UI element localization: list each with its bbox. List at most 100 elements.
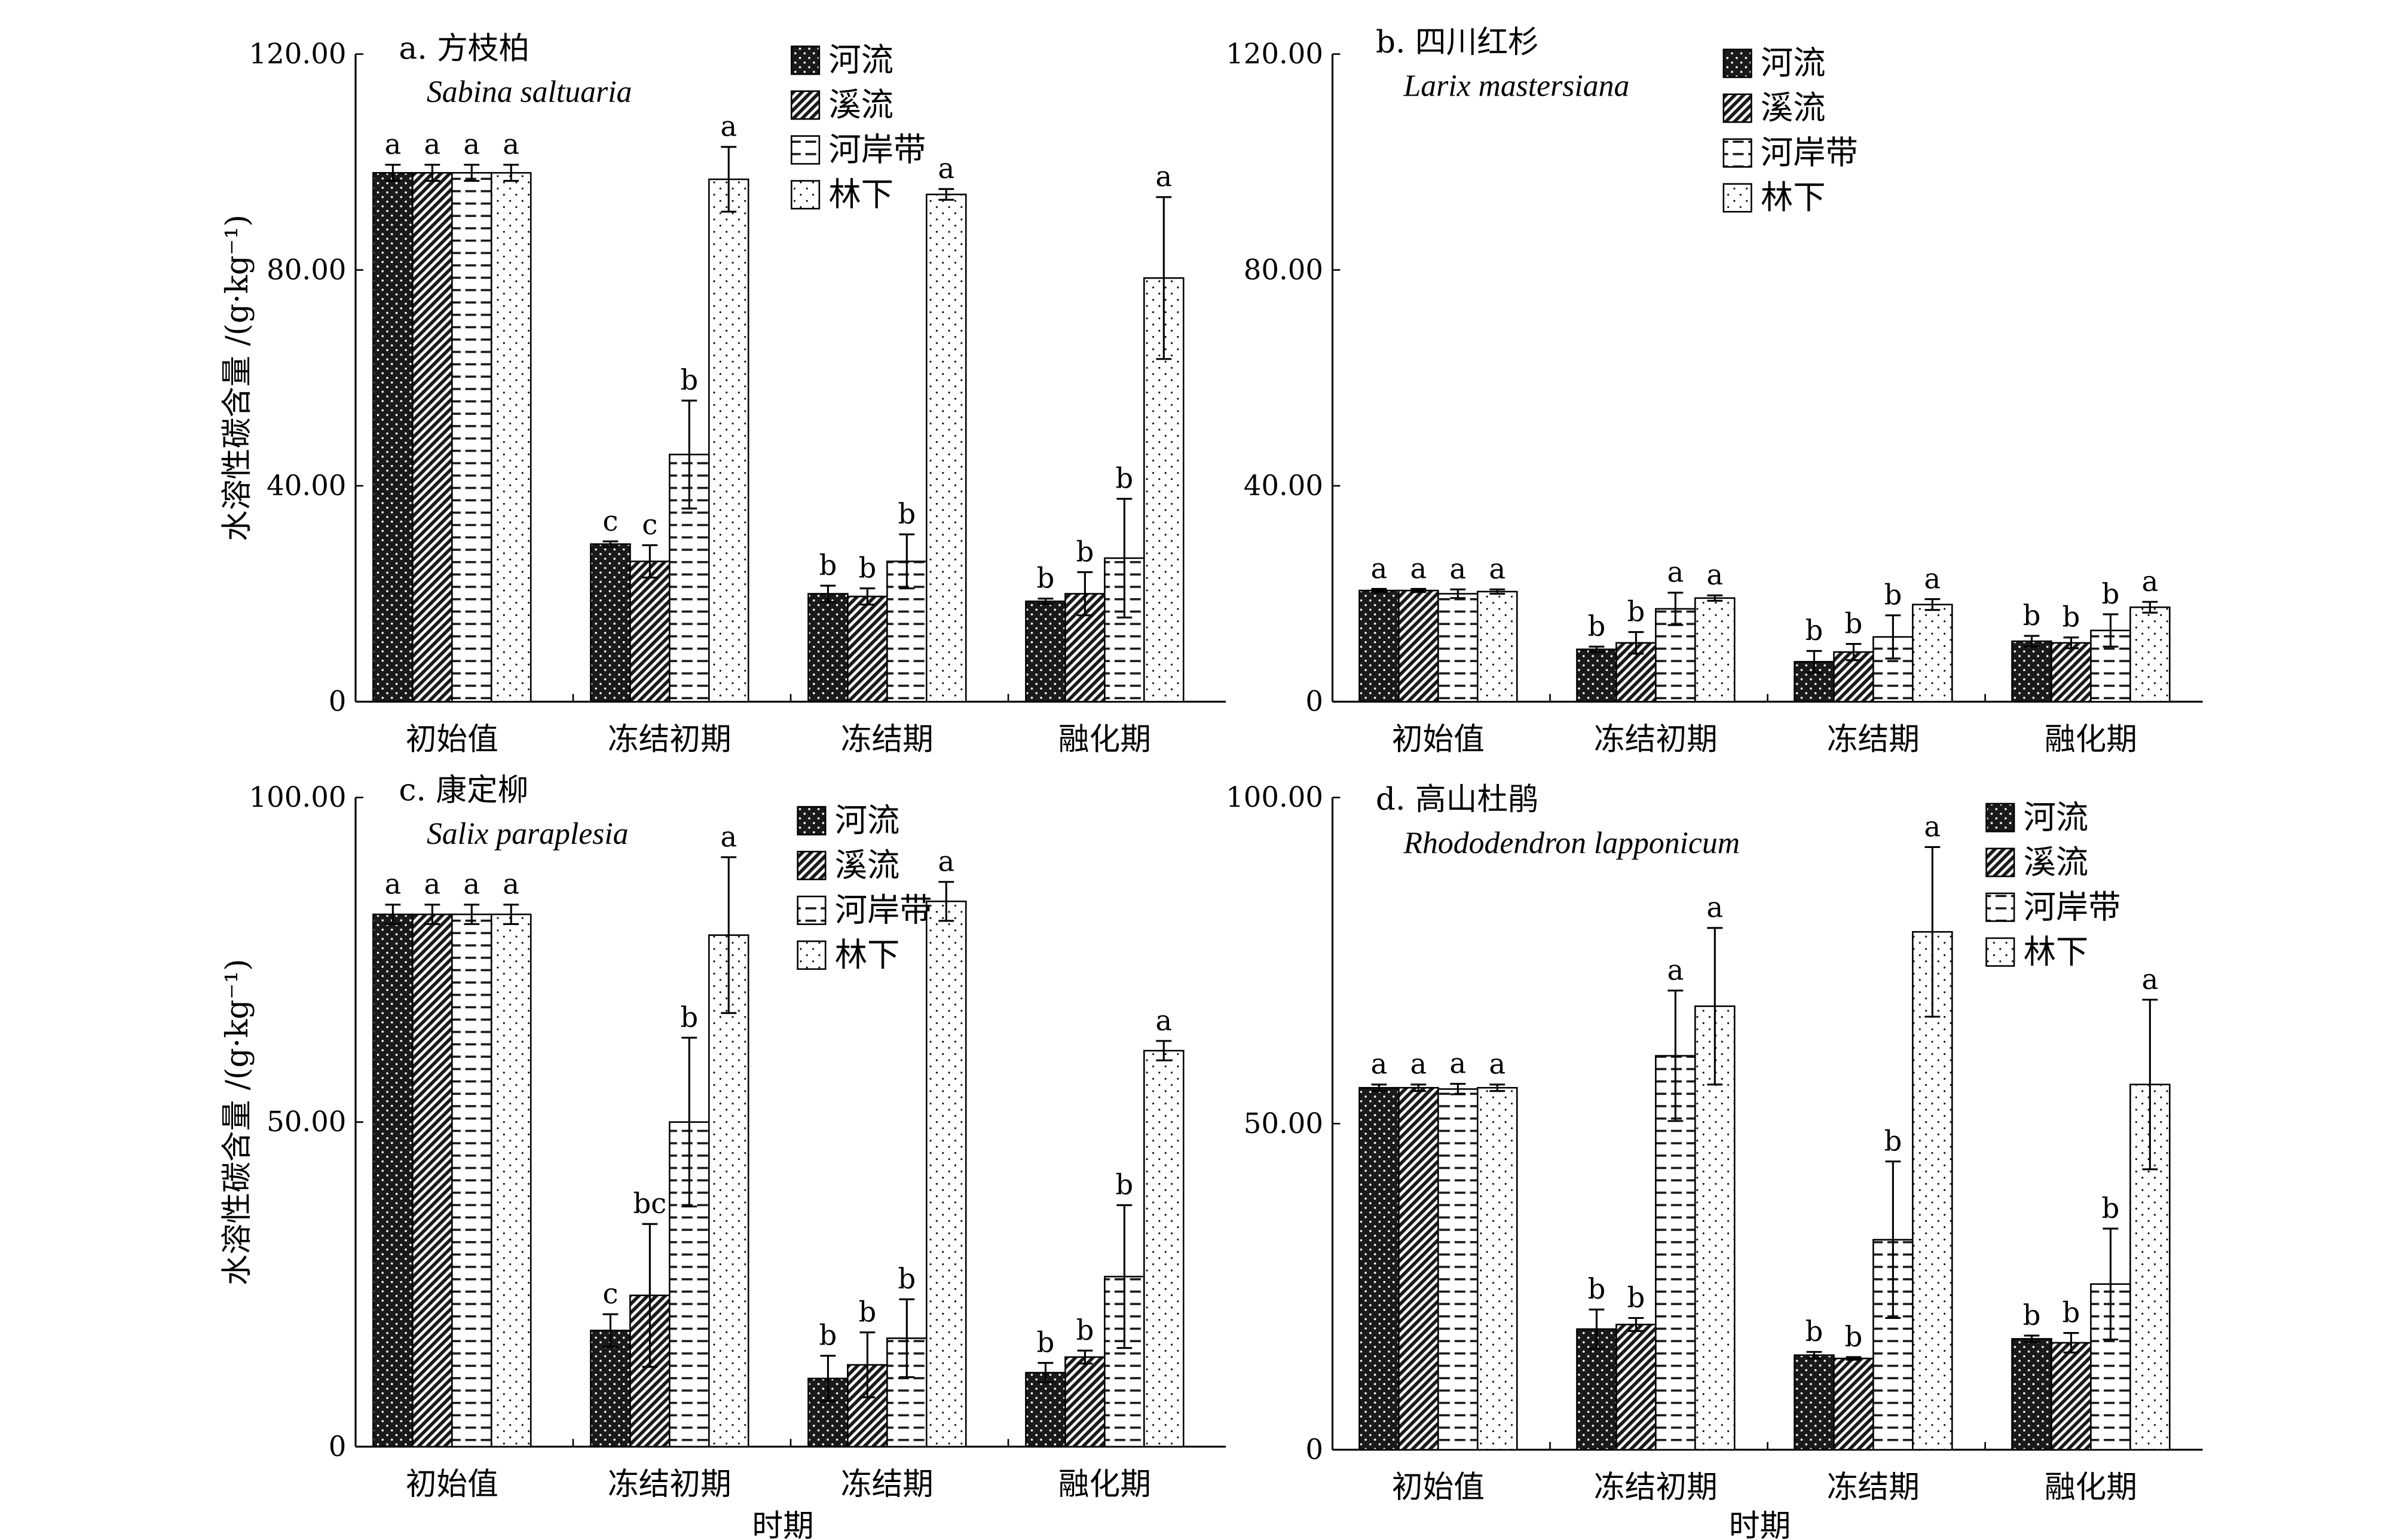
legend-label: 林下 — [828, 176, 893, 213]
significance-letter: b — [2101, 578, 2119, 610]
bar — [1025, 600, 1066, 703]
significance-letter: a — [1449, 553, 1466, 585]
legend-swatch — [797, 940, 827, 970]
significance-letter: b — [898, 1263, 916, 1295]
bar — [629, 561, 671, 703]
significance-letter: a — [1489, 553, 1505, 585]
bar — [451, 913, 492, 1448]
legend-label: 河岸带 — [1761, 134, 1858, 172]
legend-swatch — [1985, 937, 2015, 967]
significance-letter: a — [1155, 161, 1172, 193]
panel-title: c. 康定柳 — [399, 773, 528, 809]
significance-letter: a — [463, 128, 480, 161]
significance-letter: a — [1410, 552, 1427, 584]
significance-letter: a — [1924, 810, 1941, 843]
significance-letter: a — [1155, 1005, 1172, 1037]
y-tick-label: 120.00 — [249, 38, 347, 70]
panel-subtitle: Sabina saltuaria — [427, 75, 632, 109]
y-tick-label: 40.00 — [267, 469, 346, 501]
significance-letter: b — [1588, 1273, 1606, 1305]
bar — [1615, 1324, 1657, 1451]
significance-letter: b — [2023, 599, 2041, 632]
significance-letter: b — [2101, 1192, 2119, 1224]
bar — [490, 913, 532, 1448]
bar — [1358, 589, 1400, 703]
x-tick-label: 冻结期 — [1827, 1469, 1920, 1505]
significance-letter: b — [1884, 1125, 1902, 1157]
y-tick-label: 50.00 — [1244, 1107, 1323, 1140]
bar — [807, 593, 849, 703]
bar — [2011, 1338, 2052, 1451]
legend-swatch — [1985, 892, 2015, 922]
legend-label: 河岸带 — [835, 891, 932, 929]
x-tick-label: 初始值 — [406, 1466, 498, 1502]
significance-letter: a — [424, 868, 440, 901]
y-tick-label: 0 — [1305, 1433, 1323, 1465]
bar — [2129, 606, 2171, 703]
bar — [1398, 589, 1439, 703]
panel-title: b. 四川红杉 — [1376, 25, 1539, 60]
bar — [925, 194, 967, 703]
x-tick-label: 冻结初期 — [608, 721, 732, 757]
significance-letter: b — [2023, 1299, 2041, 1331]
legend-swatch — [791, 135, 821, 165]
y-tick-label: 100.00 — [1226, 781, 1323, 813]
panel-subtitle: Larix mastersiana — [1403, 69, 1629, 103]
bar — [708, 934, 749, 1448]
legend-swatch — [797, 895, 827, 925]
significance-letter: a — [424, 128, 440, 161]
x-tick-label: 冻结期 — [841, 1466, 934, 1502]
significance-letter: a — [384, 868, 401, 901]
x-tick-label: 融化期 — [2045, 1469, 2137, 1505]
significance-letter: bc — [633, 1187, 666, 1220]
legend-label: 河流 — [828, 41, 893, 79]
legend-swatch — [791, 90, 821, 120]
significance-letter: a — [1371, 1048, 1388, 1080]
significance-letter: a — [463, 868, 480, 901]
bar — [1477, 590, 1518, 703]
significance-letter: a — [503, 868, 519, 901]
significance-letter: a — [1706, 892, 1723, 924]
y-tick-label: 0 — [329, 685, 347, 718]
bar — [1437, 1088, 1479, 1451]
bar — [372, 913, 414, 1448]
bar — [1143, 1049, 1185, 1448]
legend-swatch — [797, 850, 827, 880]
significance-letter: b — [1115, 463, 1133, 495]
bar — [590, 543, 631, 703]
bar — [1833, 1357, 1874, 1451]
significance-letter: b — [1845, 1321, 1863, 1353]
bar — [372, 172, 414, 703]
y-axis-label: 水溶性碳含量 /(g·kg⁻¹) — [219, 959, 255, 1285]
significance-letter: b — [1845, 607, 1863, 639]
legend-swatch — [1722, 48, 1752, 78]
significance-letter: b — [858, 552, 876, 584]
legend-label: 河流 — [2024, 798, 2089, 836]
legend-label: 溪流 — [828, 86, 893, 124]
bar — [1398, 1086, 1439, 1451]
bar — [1912, 604, 1953, 703]
legend-swatch — [1722, 93, 1752, 123]
panel-title: a. 方枝柏 — [399, 30, 530, 66]
x-tick-label: 冻结初期 — [1594, 721, 1718, 757]
bar — [1477, 1086, 1518, 1451]
significance-letter: c — [602, 1278, 618, 1310]
significance-letter: c — [602, 505, 618, 537]
significance-letter: a — [384, 128, 401, 161]
significance-letter: b — [898, 498, 916, 530]
significance-letter: a — [1667, 556, 1684, 589]
legend-label: 河岸带 — [2024, 888, 2121, 926]
legend-swatch — [791, 180, 821, 210]
bar — [1064, 1356, 1106, 1448]
significance-letter: b — [1076, 1314, 1094, 1346]
y-tick-label: 40.00 — [1244, 469, 1323, 501]
significance-letter: a — [1449, 1048, 1466, 1080]
significance-letter: b — [1115, 1169, 1133, 1201]
significance-letter: a — [503, 128, 519, 161]
bar — [451, 172, 492, 703]
significance-letter: b — [680, 364, 698, 396]
bar — [1358, 1086, 1400, 1451]
significance-letter: b — [1806, 614, 1823, 647]
significance-letter: b — [1588, 610, 1606, 642]
